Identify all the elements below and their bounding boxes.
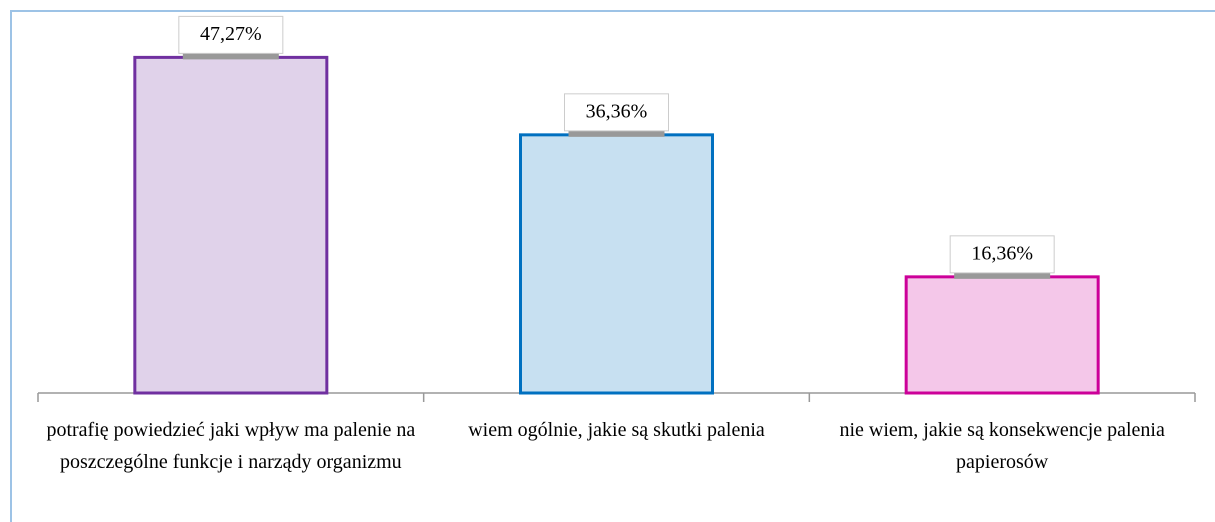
bar bbox=[904, 275, 1100, 395]
label-shadow bbox=[954, 272, 1051, 279]
label-box bbox=[178, 15, 284, 54]
bar bbox=[519, 133, 714, 395]
value-label: 16,36% bbox=[971, 242, 1033, 264]
bar bbox=[133, 55, 329, 395]
label-shadow bbox=[568, 130, 665, 137]
chart-frame bbox=[10, 10, 1215, 522]
label-shadow bbox=[182, 53, 279, 60]
value-label: 47,27% bbox=[200, 23, 262, 45]
value-label: 36,36% bbox=[586, 100, 648, 122]
x-tick-label: potrafię powiedzieć jaki wpływ ma paleni… bbox=[46, 419, 416, 473]
label-box bbox=[949, 235, 1055, 274]
x-tick-label: nie wiem, jakie są konsekwencje palenia … bbox=[839, 419, 1165, 473]
x-tick-label: wiem ogólnie, jakie są skutki palenia bbox=[468, 419, 765, 441]
label-box bbox=[564, 93, 669, 132]
